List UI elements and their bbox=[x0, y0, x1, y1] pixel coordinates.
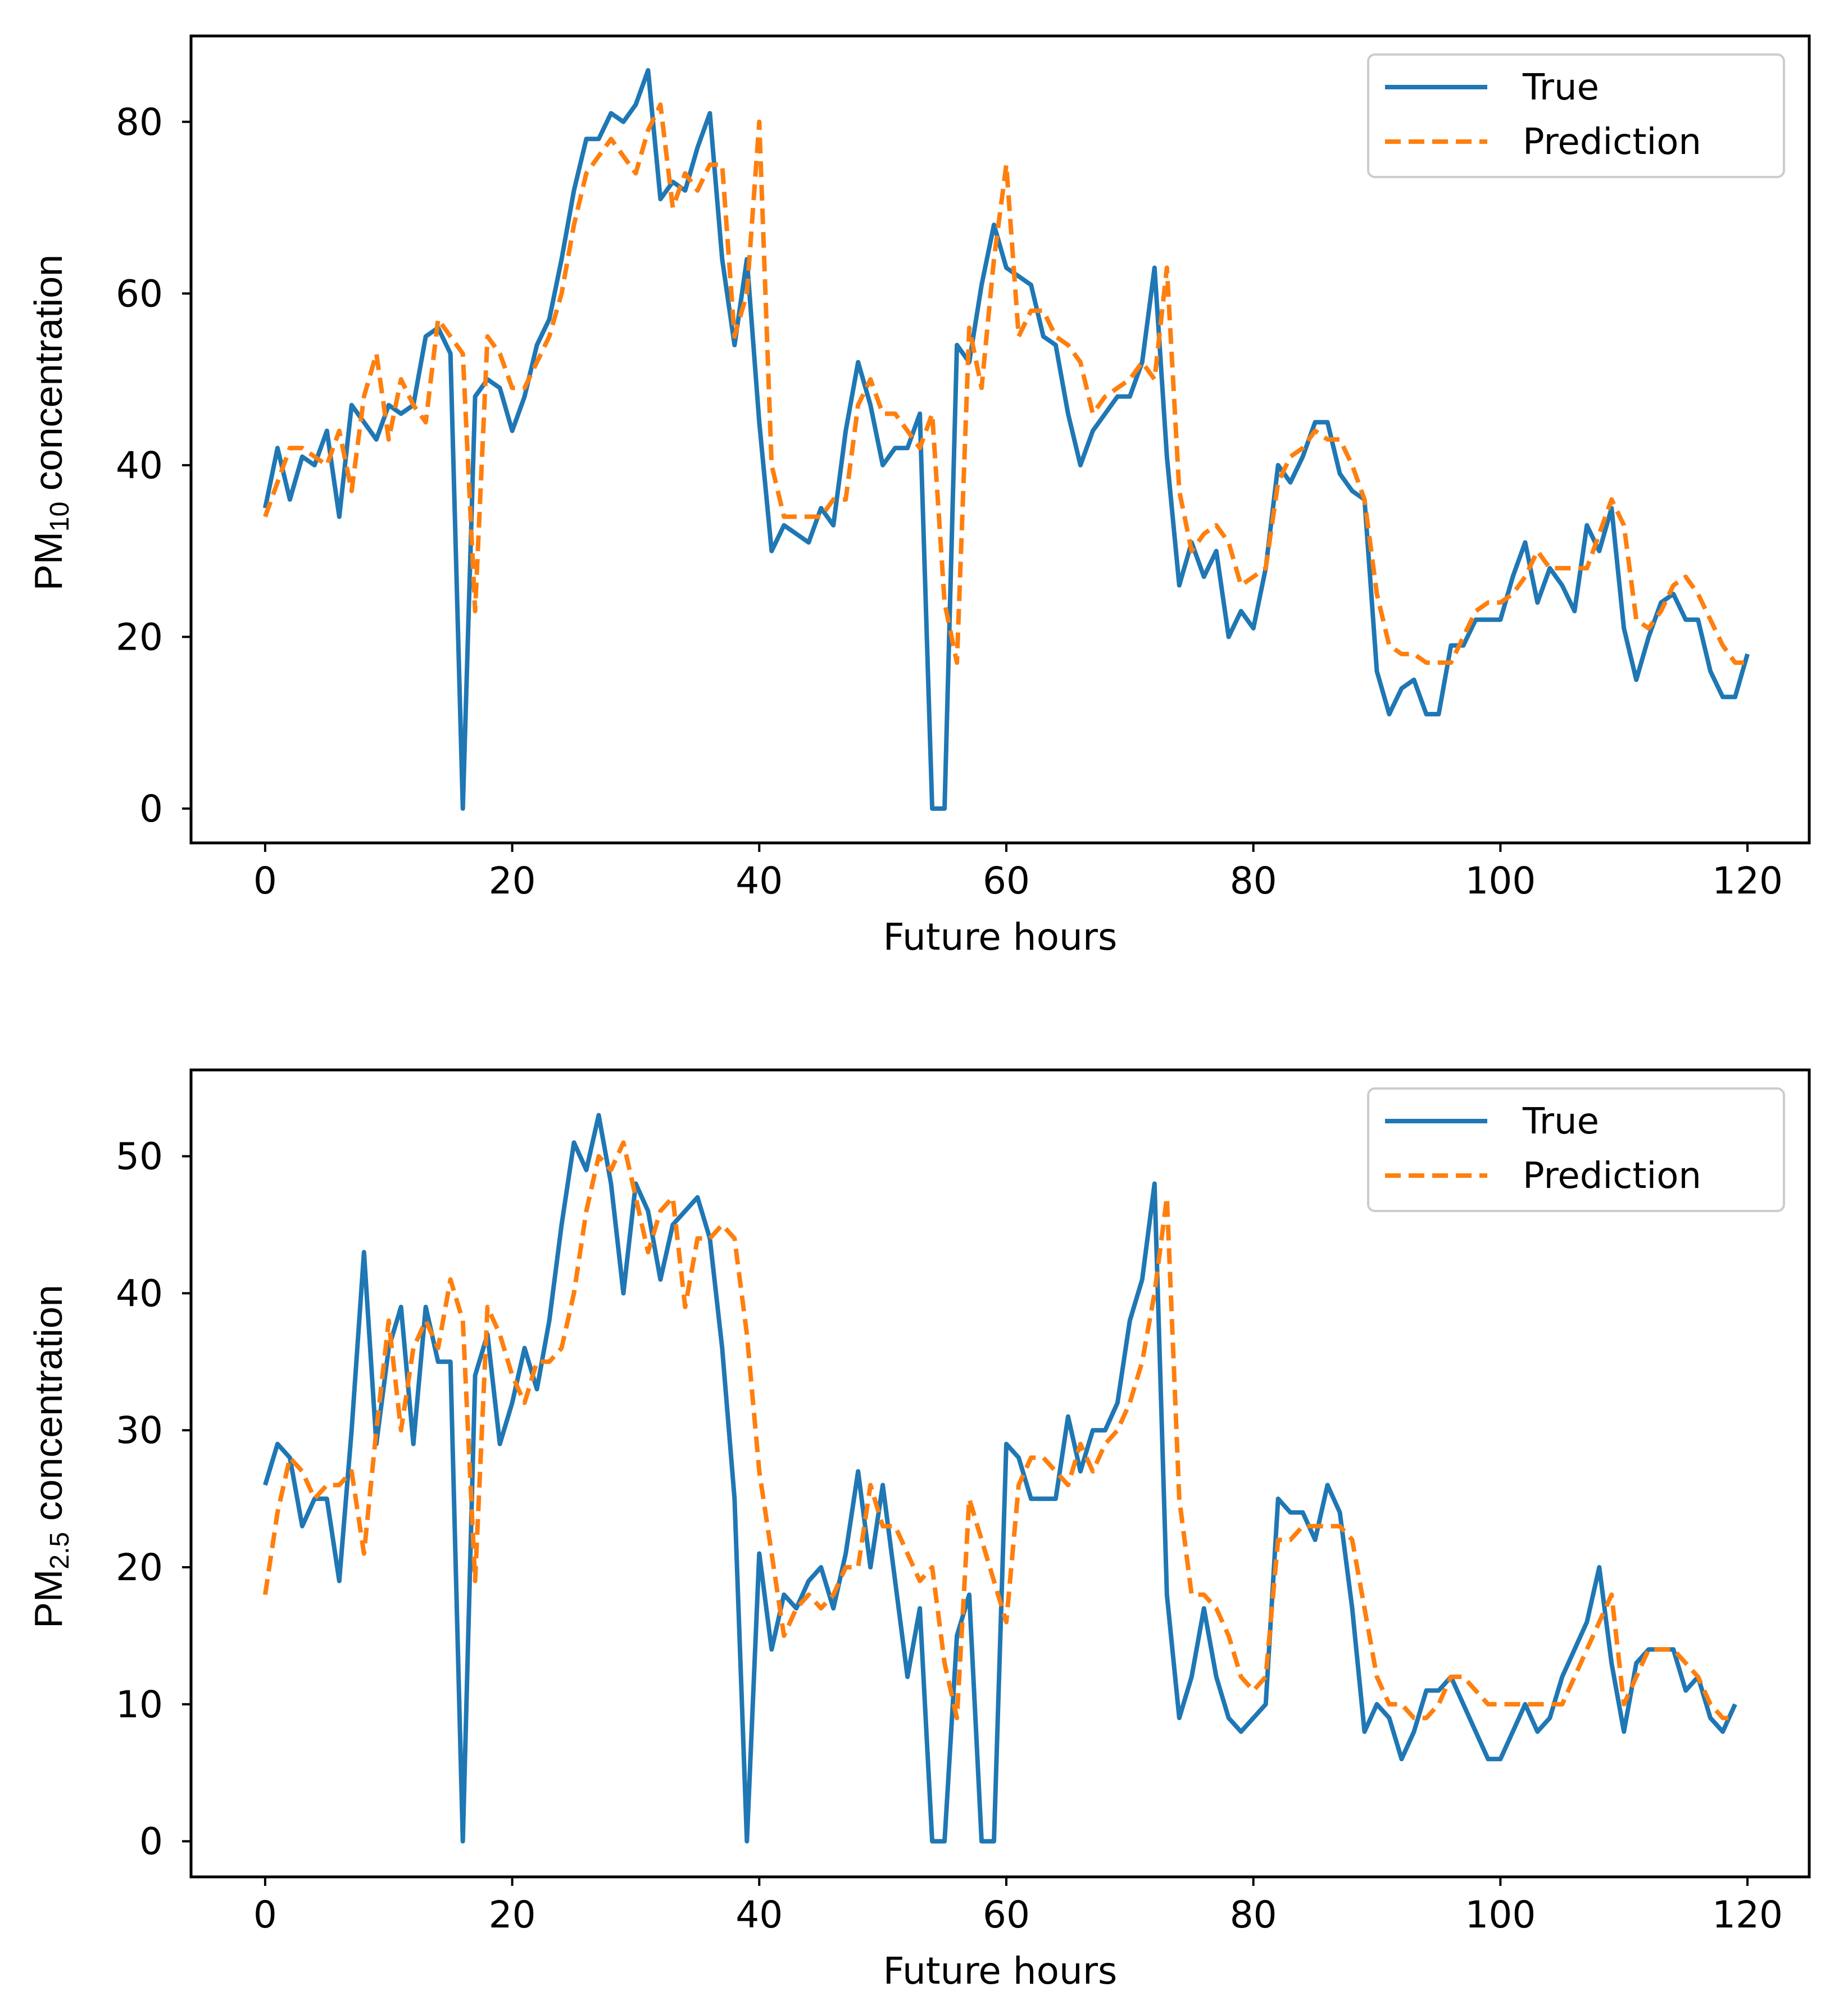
pm10-y-tick-label: 20 bbox=[116, 615, 163, 659]
pm25-x-axis-label: Future hours bbox=[883, 1949, 1118, 1993]
pm10-x-ticks: 0 20 40 60 80 100 120 bbox=[253, 843, 1783, 902]
pm25-x-tick-label: 40 bbox=[735, 1893, 783, 1936]
pm25-legend: True Prediction bbox=[1367, 1087, 1785, 1212]
pm25-line-prediction bbox=[262, 1140, 1736, 1721]
pm10-line-prediction bbox=[263, 102, 1748, 665]
pm25-x-tick-label: 80 bbox=[1230, 1893, 1277, 1936]
pm10-y-axis-label: PM10 concentration bbox=[26, 255, 75, 591]
pm10-y-tick-label: 40 bbox=[116, 444, 163, 487]
pm10-y-tick-label: 60 bbox=[116, 272, 163, 315]
pm25-line-true bbox=[263, 1113, 1737, 1844]
pm25-series-lines bbox=[262, 1113, 1737, 1844]
pm10-x-tick-label: 60 bbox=[983, 859, 1030, 902]
pm10-subplot: 0 20 40 60 80 100 120 0 20 40 60 80 Future hours P… bbox=[26, 34, 1811, 959]
pm10-series-lines bbox=[262, 68, 1750, 811]
pm25-y-ticks: 0 10 20 30 40 50 bbox=[116, 1135, 191, 1863]
pm10-legend-label-prediction: Prediction bbox=[1523, 121, 1701, 163]
pm25-y-axis-label: PM2.5 concentration bbox=[26, 1285, 75, 1628]
pm25-x-tick-label: 20 bbox=[489, 1893, 536, 1936]
pm10-legend: True Prediction bbox=[1367, 53, 1785, 178]
pm10-y-ticks: 0 20 40 60 80 bbox=[116, 101, 191, 831]
pm25-subplot: 0 20 40 60 80 100 120 0 10 20 30 40 50 Future hours… bbox=[26, 1068, 1811, 1993]
pm25-x-tick-label: 0 bbox=[253, 1893, 277, 1936]
pm25-x-tick-label: 60 bbox=[983, 1893, 1030, 1936]
pm25-legend-label-prediction: Prediction bbox=[1523, 1155, 1701, 1197]
pm25-y-tick-label: 10 bbox=[116, 1683, 163, 1726]
pm10-legend-label-true: True bbox=[1522, 67, 1599, 108]
pm25-y-tick-label: 20 bbox=[116, 1546, 163, 1589]
pm10-y-tick-label: 0 bbox=[139, 787, 163, 831]
pm10-x-tick-label: 0 bbox=[253, 859, 277, 902]
pm25-y-tick-label: 0 bbox=[139, 1820, 163, 1863]
pm10-x-tick-label: 100 bbox=[1465, 859, 1536, 902]
pm10-x-tick-label: 40 bbox=[735, 859, 783, 902]
pm10-y-tick-label: 80 bbox=[116, 101, 163, 144]
pm25-legend-label-true: True bbox=[1522, 1101, 1599, 1142]
pm10-x-tick-label: 120 bbox=[1712, 859, 1783, 902]
pm25-y-tick-label: 50 bbox=[116, 1135, 163, 1178]
pm10-x-axis-label: Future hours bbox=[883, 915, 1118, 959]
pm25-x-tick-label: 100 bbox=[1465, 1893, 1536, 1936]
pm10-axes-frame bbox=[189, 34, 1811, 845]
pm10-x-tick-label: 80 bbox=[1230, 859, 1277, 902]
pm25-x-ticks: 0 20 40 60 80 100 120 bbox=[253, 1877, 1783, 1936]
pm10-line-true bbox=[262, 68, 1750, 811]
pm25-axes-frame bbox=[189, 1068, 1811, 1879]
pm25-y-tick-label: 30 bbox=[116, 1409, 163, 1452]
pm25-y-tick-label: 40 bbox=[116, 1272, 163, 1315]
pm25-x-tick-label: 120 bbox=[1712, 1893, 1783, 1936]
pm10-x-tick-label: 20 bbox=[489, 859, 536, 902]
